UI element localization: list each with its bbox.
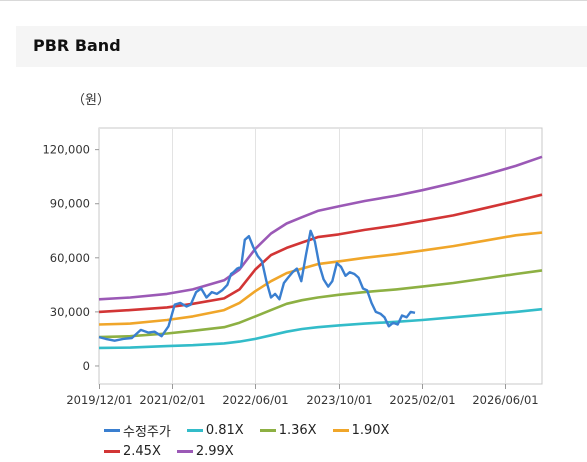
legend-label: 1.36X	[278, 423, 317, 438]
panel-title: PBR Band	[33, 36, 121, 55]
x-tick-label: 2021/02/01	[139, 393, 205, 407]
series-line-2-45x	[98, 193, 543, 314]
y-tick-label: 60,000	[50, 251, 90, 265]
x-tick-label: 2025/02/01	[389, 393, 455, 407]
legend-row: 2.45X 2.99X	[104, 441, 524, 462]
legend-swatch	[104, 429, 120, 432]
legend-item[interactable]: 2.99X	[176, 444, 234, 459]
pbr-band-panel: PBR Band 2019/12/01 2021/02/01 2022/06/01 2…	[16, 18, 587, 460]
legend-swatch	[186, 429, 203, 432]
legend-label: 1.90X	[351, 423, 390, 438]
legend-label: 0.81X	[205, 423, 244, 438]
legend-item[interactable]: 2.45X	[104, 444, 161, 459]
legend-item[interactable]: 1.36X	[259, 423, 317, 438]
pbr-band-chart: 2019/12/01 2021/02/01 2022/06/01 2023/10/01…	[42, 93, 543, 407]
panel-header: PBR Band	[16, 26, 587, 67]
x-tick-label: 2022/06/01	[222, 393, 288, 407]
series-line-price	[98, 229, 416, 342]
chart-legend: 수정주가 0.81X 1.36X 1.90X 2.45X 2.99X	[104, 420, 524, 462]
x-tick-label: 2019/12/01	[66, 393, 132, 407]
legend-item[interactable]: 1.90X	[332, 423, 390, 438]
legend-swatch	[332, 429, 349, 432]
y-unit-label: （원）	[72, 93, 110, 108]
series-line-0-81x	[98, 307, 543, 350]
legend-swatch	[176, 450, 193, 453]
legend-swatch	[104, 450, 120, 453]
legend-item[interactable]: 0.81X	[186, 423, 244, 438]
y-tick-label: 120,000	[42, 143, 90, 157]
legend-item[interactable]: 수정주가	[104, 421, 171, 440]
y-tick-label: 90,000	[50, 197, 90, 211]
x-tick-label: 2026/06/01	[472, 393, 538, 407]
series-line-2-99x	[98, 155, 543, 301]
y-tick-label: 30,000	[50, 305, 90, 319]
x-tick-label: 2023/10/01	[306, 393, 372, 407]
legend-row: 수정주가 0.81X 1.36X 1.90X	[104, 420, 524, 441]
legend-label: 2.45X	[123, 444, 161, 459]
series-line-1-90x	[98, 231, 543, 326]
legend-swatch	[259, 429, 276, 432]
top-divider	[0, 0, 587, 19]
legend-label: 수정주가	[123, 425, 171, 440]
series-line-1-36x	[98, 269, 543, 339]
y-tick-label: 0	[83, 359, 90, 373]
legend-label: 2.99X	[195, 444, 234, 459]
